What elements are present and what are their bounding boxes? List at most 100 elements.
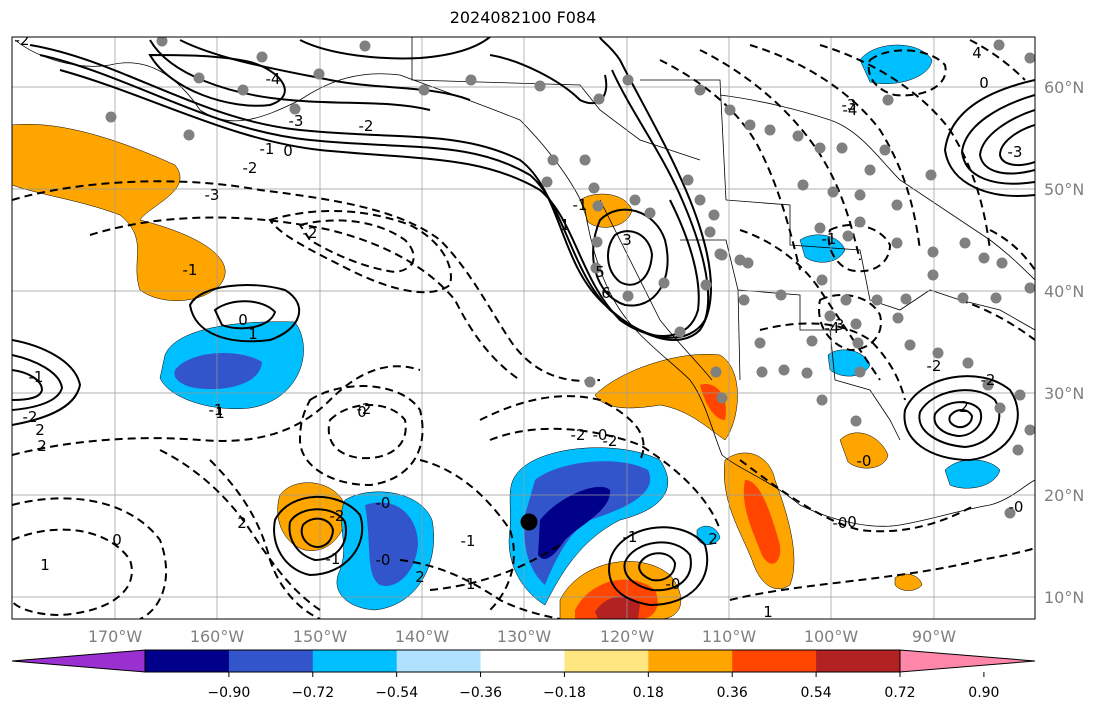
contour-label: 1 — [560, 216, 570, 234]
contour-label: -1 — [573, 196, 588, 214]
colorbar-extend-min — [11, 649, 146, 673]
dashed-contour — [819, 44, 991, 251]
station-dot — [816, 274, 828, 286]
station-dot — [756, 366, 768, 378]
map-frame — [11, 36, 1036, 620]
station-dot — [957, 292, 969, 304]
latitude-label: 40°N — [1044, 282, 1084, 301]
longitude-label: 150°W — [293, 627, 348, 646]
contour-label: -2 — [303, 224, 318, 242]
contour-label: 3 — [622, 231, 632, 249]
contour-label: -1 — [623, 528, 638, 546]
station-dot — [978, 252, 990, 264]
station-dot — [891, 199, 903, 211]
latitude-labels: 60°N 50°N 40°N 30°N 20°N 10°N — [1044, 78, 1084, 607]
station-dot — [674, 326, 686, 338]
solid-contour — [978, 109, 1035, 175]
solid-contour — [998, 124, 1035, 167]
longitude-label: 90°W — [912, 627, 956, 646]
dashed-contour — [209, 459, 321, 619]
contour-label: -4 — [266, 70, 281, 88]
colorbar-segment — [732, 650, 817, 672]
dashed-contour-lines — [12, 39, 1035, 619]
station-dot — [622, 74, 634, 86]
contour-label: -1 — [183, 261, 198, 279]
dashed-contour — [659, 59, 801, 271]
negative-anomaly-core — [174, 352, 262, 390]
colorbar-tick-label: 0.90 — [968, 685, 999, 701]
contour-label: 2 — [35, 421, 45, 439]
contour-label: 0 — [979, 74, 989, 92]
dashed-contour — [298, 385, 424, 487]
contour-label: -3 — [830, 316, 845, 334]
station-dot — [708, 209, 720, 221]
station-dot — [694, 194, 706, 206]
station-dot — [764, 124, 776, 136]
colorbar-tick-label: 0.18 — [633, 685, 664, 701]
station-dot — [754, 337, 766, 349]
dashed-contour — [399, 559, 561, 619]
contour-label: 4 — [972, 44, 982, 62]
station-dot — [579, 154, 591, 166]
longitude-label: 120°W — [600, 627, 655, 646]
dashed-contour — [12, 497, 168, 619]
station-dot — [629, 194, 641, 206]
positive-anomaly-region — [12, 124, 226, 301]
contour-label: 2 — [959, 398, 969, 416]
station-dot — [854, 189, 866, 201]
station-dot — [925, 169, 937, 181]
solid-contour — [12, 354, 64, 411]
contour-label: -1 — [326, 550, 341, 568]
solid-contour — [59, 69, 700, 337]
station-dot — [879, 144, 891, 156]
solid-contour — [903, 375, 1019, 462]
station-dot — [990, 292, 1002, 304]
station-dot — [1014, 389, 1026, 401]
station-dot — [797, 179, 809, 191]
dashed-contour — [818, 294, 882, 352]
contour-label: -1 — [822, 230, 837, 248]
contour-label: -0 — [666, 575, 681, 593]
contour-label: -0 — [376, 551, 391, 569]
colorbar-tick-label: 0.72 — [884, 685, 915, 701]
contour-label: -0 — [833, 514, 848, 532]
station-dot — [824, 310, 836, 322]
dashed-contour — [739, 229, 881, 381]
station-dot — [738, 294, 750, 306]
contour-label: 5 — [595, 263, 605, 281]
station-dot — [547, 154, 559, 166]
positive-anomaly-region — [594, 354, 738, 441]
solid-contour — [489, 54, 608, 105]
contour-label: -3 — [289, 112, 304, 130]
coastlines — [14, 37, 1035, 527]
dashed-contour — [749, 44, 921, 251]
station-dot — [882, 94, 894, 106]
positive-anomaly-core — [743, 480, 781, 564]
station-dot — [465, 74, 477, 86]
solid-contour — [39, 54, 710, 339]
contour-lines — [12, 37, 1035, 607]
station-dot — [962, 357, 974, 369]
contour-label: 2 — [237, 514, 247, 532]
station-dot — [801, 367, 813, 379]
station-dot — [871, 294, 883, 306]
dashed-contour — [429, 544, 561, 591]
dashed-contour — [729, 547, 1035, 601]
station-dot — [534, 80, 546, 92]
dashed-contour — [479, 395, 645, 461]
contour-label: -1 — [260, 140, 275, 158]
station-dot — [313, 68, 325, 80]
longitude-label: 130°W — [497, 627, 552, 646]
contour-label: 1 — [763, 603, 773, 621]
contour-label: -0 — [857, 452, 872, 470]
latitude-label: 60°N — [1044, 78, 1084, 97]
colorbar-segment — [312, 650, 398, 672]
station-dot — [716, 392, 728, 404]
station-dot — [237, 84, 249, 96]
contour-label: -4 — [825, 319, 840, 337]
contour-label: 0 — [357, 403, 367, 421]
contour-label: -1 — [461, 575, 476, 593]
colorbar-tick-labels: −0.90 −0.72 −0.54 −0.36 −0.18 0.18 0.36 0.54 0.7… — [207, 685, 999, 701]
station-dot — [842, 230, 854, 242]
